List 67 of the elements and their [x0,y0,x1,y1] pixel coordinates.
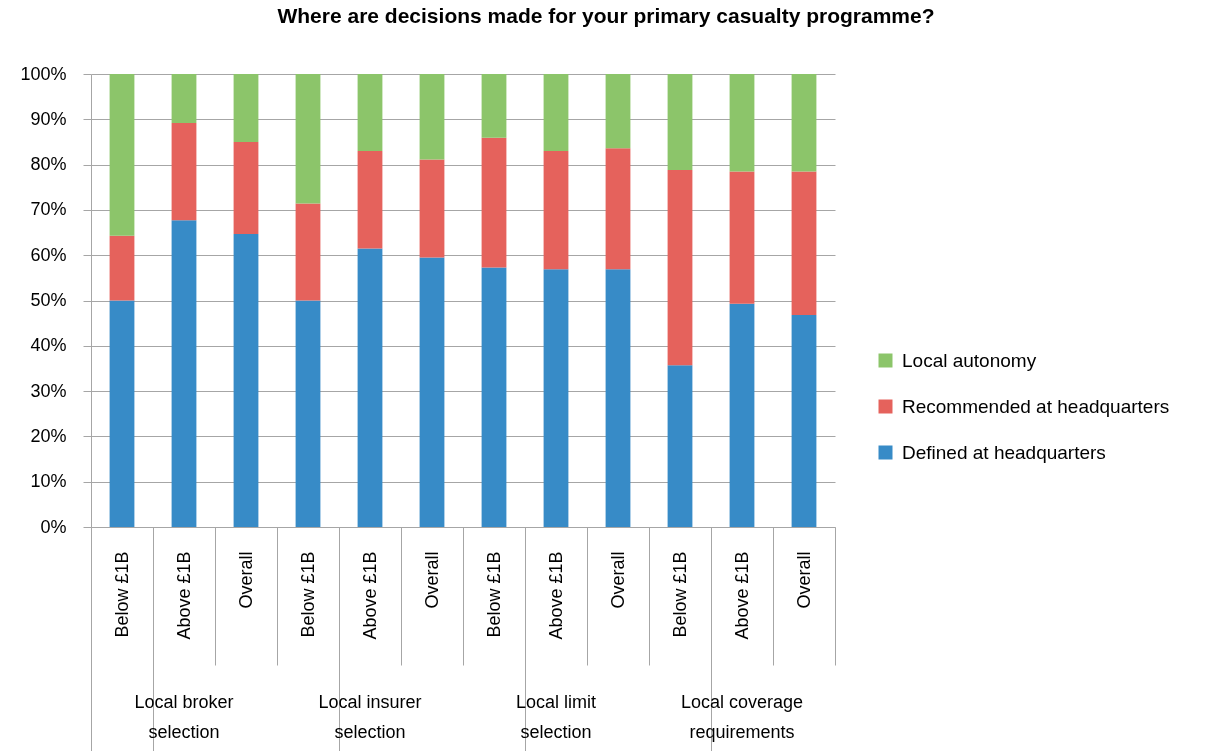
bar [357,248,383,527]
bar [233,74,259,142]
bar [667,365,693,527]
text: Local broker selection [134,692,234,742]
bar [729,303,755,527]
bar [605,269,631,527]
bar [605,148,631,270]
y-tick-label: 40% [30,335,67,356]
bar [481,137,507,268]
bar [481,267,507,527]
x-tick-label: Below £1B [297,551,318,638]
bar [791,171,817,315]
x-tick-label: Above £1B [173,551,194,640]
x-tick-label: Overall [421,551,442,609]
bar [791,315,817,527]
y-tick-label: 100% [20,63,67,84]
y-tick-label: 0% [40,516,67,537]
bar [543,74,569,152]
bar [357,151,383,249]
y-tick-label: 20% [30,425,67,446]
x-tick-label: Overall [793,551,814,609]
y-tick-label: 30% [30,380,67,401]
chart-title: Where are decisions made for your primary casualty programme? [277,4,935,27]
bar [233,233,259,527]
x-tick-label: Above £1B [545,551,566,640]
bar [481,74,507,138]
bar [543,151,569,270]
bar [729,171,755,304]
x-tick-label: Overall [235,551,256,609]
x-tick-label: Below £1B [111,551,132,638]
legend-label: Local autonomy [902,349,1037,371]
bar [171,74,197,123]
x-tick-label: Above £1B [359,551,380,640]
y-tick-label: 60% [30,244,67,265]
bar [543,269,569,527]
text: Local insurer selection [318,692,422,742]
bar [109,300,135,527]
text: Local coverage requirements [680,692,804,742]
bar [109,74,135,236]
x-tick-label: Below £1B [483,551,504,638]
y-tick-label: 80% [30,154,67,175]
y-tick-label: 50% [30,290,67,310]
bar [295,203,321,301]
bar [791,74,817,172]
bar [357,74,383,152]
text: Local limit selection [515,692,597,742]
bar [419,257,445,527]
x-tick-label: Below £1B [669,551,690,638]
y-tick-label: 10% [30,471,67,492]
bar [419,159,445,258]
bar [109,235,135,301]
x-tick-label: Above £1B [731,551,752,640]
y-tick-label: 70% [30,199,67,220]
bar [171,122,197,221]
y-tick-label: 90% [30,108,67,129]
bar [667,74,693,171]
bar [233,141,259,234]
bar [729,74,755,172]
legend-label: Defined at headquarters [902,441,1106,463]
bar [171,220,197,527]
bar [667,170,693,366]
bar [295,300,321,527]
bar [605,74,631,149]
bar [295,74,321,204]
bar [419,74,445,160]
legend-label: Recommended at headquarters [902,395,1170,417]
x-tick-label: Overall [607,551,628,609]
